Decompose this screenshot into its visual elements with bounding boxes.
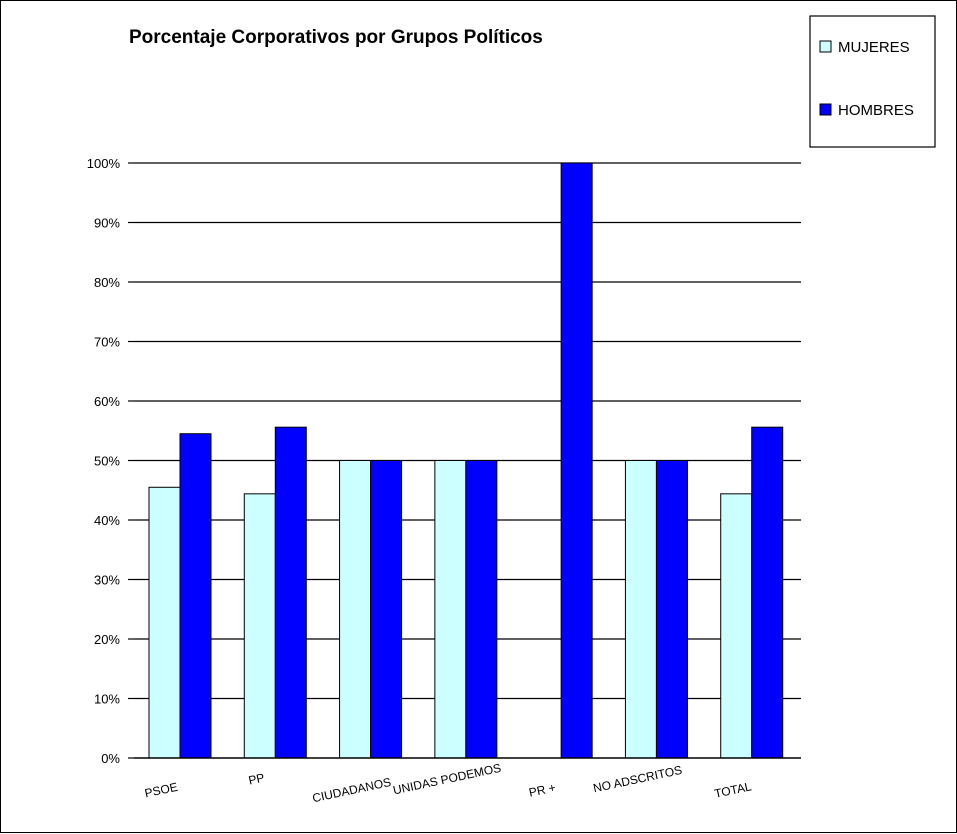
bar-hombres-7	[751, 426, 784, 759]
x-tick-label: CIUDADANOS	[311, 775, 392, 805]
x-tick-label: PP	[247, 771, 266, 788]
y-tick-label: 0%	[101, 751, 120, 766]
y-tick-label: 40%	[94, 513, 120, 528]
x-tick-label: PSOE	[143, 780, 179, 801]
y-tick-label: 10%	[94, 692, 120, 707]
legend-swatch-mujeres	[819, 40, 832, 53]
bar-mujeres-2	[243, 493, 276, 759]
x-tick-label: TOTAL	[713, 779, 753, 801]
y-tick-label: 70%	[94, 335, 120, 350]
x-tick-label: PR +	[528, 780, 557, 799]
bar-mujeres-4	[434, 460, 467, 759]
chart-title: Porcentaje Corporativos por Grupos Polít…	[129, 27, 543, 48]
bar-hombres-1	[179, 433, 212, 759]
x-tick-label: UNIDAS PODEMOS	[392, 761, 503, 798]
legend-label-mujeres: MUJERES	[838, 39, 910, 56]
x-tick-label: NO ADSCRITOS	[592, 763, 683, 796]
y-tick-label: 90%	[94, 216, 120, 231]
bar-hombres-5	[560, 162, 593, 759]
y-tick-label: 20%	[94, 632, 120, 647]
bar-hombres-2	[274, 426, 307, 759]
bar-mujeres-6	[624, 460, 657, 759]
y-tick-label: 60%	[94, 394, 120, 409]
bar-mujeres-3	[339, 460, 372, 759]
y-tick-label: 80%	[94, 275, 120, 290]
y-tick-label: 30%	[94, 573, 120, 588]
bar-mujeres-1	[148, 486, 181, 759]
legend-box	[809, 15, 936, 148]
bar-hombres-6	[655, 460, 688, 759]
bar-hombres-4	[465, 460, 498, 759]
y-tick-label: 100%	[87, 156, 121, 171]
legend-label-hombres: HOMBRES	[838, 102, 914, 119]
bar-hombres-3	[370, 460, 403, 759]
y-tick-label: 50%	[94, 454, 120, 469]
bar-mujeres-7	[720, 493, 753, 759]
legend: MUJERES HOMBRES	[809, 15, 936, 148]
legend-swatch-hombres	[819, 103, 832, 116]
